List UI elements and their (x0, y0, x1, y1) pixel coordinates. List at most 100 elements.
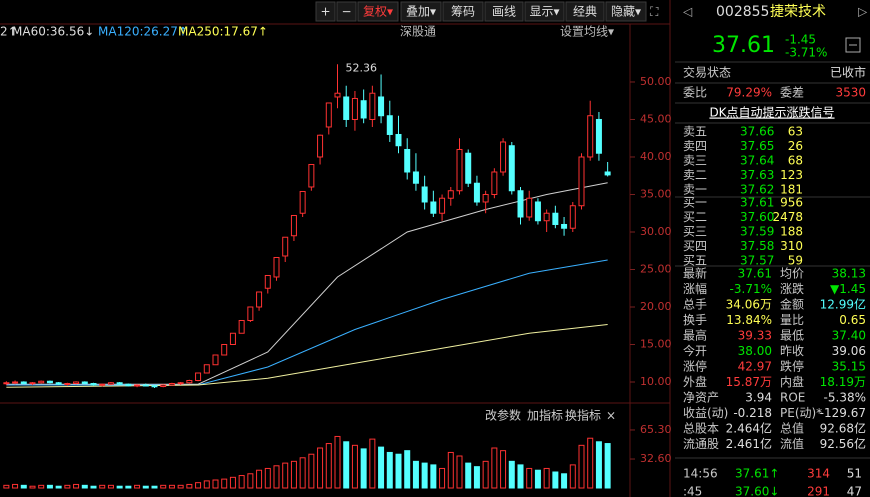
book-volume: 310 (780, 239, 803, 253)
toolbar-button[interactable] (605, 1, 647, 22)
volume-bar (325, 443, 332, 489)
book-price: 37.66 (740, 125, 774, 139)
candle-body (116, 382, 123, 385)
indicator-tool[interactable]: × (606, 409, 616, 423)
stat-label: 换手 (683, 313, 707, 327)
volume-bar (552, 471, 559, 489)
volume-bar (29, 485, 36, 489)
volume-bar (195, 482, 202, 489)
candle-body (160, 384, 167, 387)
trade-volume: 314 (807, 467, 830, 481)
book-volume: 59 (788, 254, 803, 268)
last-price: 37.61 (712, 33, 775, 58)
prev-icon[interactable]: ◁ (682, 5, 692, 19)
volume-bar (561, 473, 568, 489)
book-label: 买五 (683, 254, 707, 268)
toolbar-button[interactable] (315, 1, 336, 22)
stat-label: 外盘 (683, 374, 707, 389)
toolbar-label[interactable]: 隐藏▾ (611, 5, 641, 19)
book-volume: 123 (780, 168, 803, 182)
volume-bar (517, 464, 524, 489)
volume-bar (125, 485, 132, 489)
volume-bar (360, 448, 367, 489)
toolbar-button[interactable] (484, 1, 524, 22)
indicator-tool[interactable]: 改参数 (485, 408, 521, 423)
volume-bar (107, 484, 114, 489)
candle-body (569, 205, 576, 229)
next-icon[interactable]: ▷ (858, 5, 868, 19)
toolbar-label[interactable]: 画线 (492, 5, 516, 19)
candle-body (308, 163, 315, 188)
book-volume: 68 (788, 154, 803, 168)
volume-bar (203, 480, 210, 489)
toolbar-label[interactable]: − (341, 5, 351, 19)
stat-label: 今开 (683, 343, 707, 358)
stat-label: 内盘 (780, 374, 804, 389)
toolbar-label[interactable]: 显示▾ (529, 5, 559, 19)
toolbar-label[interactable]: + (320, 5, 330, 19)
signal-link[interactable]: DK点自动提示涨跌信号 (709, 105, 834, 120)
volume-bar (578, 444, 585, 489)
volume-bar (526, 467, 533, 489)
candle-body (543, 212, 550, 222)
stat-label: 涨幅 (683, 281, 707, 296)
candle-body (343, 96, 350, 120)
fullscreen-icon[interactable]: ⛶ (649, 5, 659, 19)
toolbar-button[interactable] (400, 1, 442, 22)
candle-body (125, 383, 132, 387)
volume-bar (38, 484, 45, 489)
volume-bar (12, 483, 19, 489)
y-tick-label: 10.00 (640, 375, 672, 388)
toolbar-label[interactable]: 复权▾ (363, 5, 393, 19)
volume-bar (343, 441, 350, 489)
toolbar-button[interactable] (565, 1, 605, 22)
candle-body (517, 190, 524, 218)
trade-time: 14:56 (683, 467, 718, 481)
volume-bar (595, 441, 602, 489)
volume-bar (386, 451, 393, 489)
stat-value: -129.67 (820, 406, 866, 420)
volume-bar (404, 450, 411, 489)
candle-body (526, 197, 533, 218)
stat-value: 13.84% (726, 313, 772, 327)
volume-bar (64, 484, 71, 489)
stat-label: 金额 (780, 297, 804, 312)
stat-label: PE(动)* (780, 406, 822, 420)
collapse-button[interactable] (845, 37, 861, 53)
volume-bar (369, 438, 376, 489)
toolbar-button[interactable] (336, 1, 357, 22)
toolbar-label[interactable]: 叠加▾ (406, 5, 436, 19)
candle-body (386, 115, 393, 135)
stat-label: 涨跌 (780, 281, 804, 296)
toolbar-label[interactable]: 经典 (573, 5, 597, 19)
ma-legend: MA250:17.67↑ (178, 25, 268, 39)
trade-volume: 291 (807, 485, 830, 497)
candle-body (229, 332, 236, 345)
volume-bar (465, 462, 472, 489)
stat-label: ROE (780, 391, 805, 405)
volume-bar (299, 457, 306, 489)
volume-bar (412, 460, 419, 489)
chart-link[interactable]: 深股通 (400, 25, 436, 39)
candle-body (168, 382, 175, 386)
volume-bar (456, 455, 463, 489)
book-volume: 956 (780, 196, 803, 210)
toolbar-button[interactable] (442, 1, 484, 22)
stock-code: 002855 (716, 4, 769, 20)
indicator-tool[interactable]: 加指标 (527, 408, 563, 423)
volume-bar (221, 478, 228, 489)
book-price: 37.57 (740, 254, 774, 268)
candle-body (282, 236, 289, 257)
toolbar-button[interactable] (357, 1, 399, 22)
candle-body (482, 193, 489, 203)
book-label: 买二 (683, 210, 707, 224)
chart-link[interactable]: 设置均线▾ (560, 25, 614, 39)
indicator-tool[interactable]: 换指标 (565, 408, 601, 423)
candle-body (90, 382, 97, 386)
volume-bar (247, 473, 254, 489)
stat-value: 92.68亿 (820, 421, 866, 436)
toolbar-button[interactable] (524, 1, 565, 22)
toolbar-label[interactable]: 筹码 (451, 5, 475, 19)
volume-bar (177, 484, 184, 489)
volume-bar (334, 435, 341, 489)
